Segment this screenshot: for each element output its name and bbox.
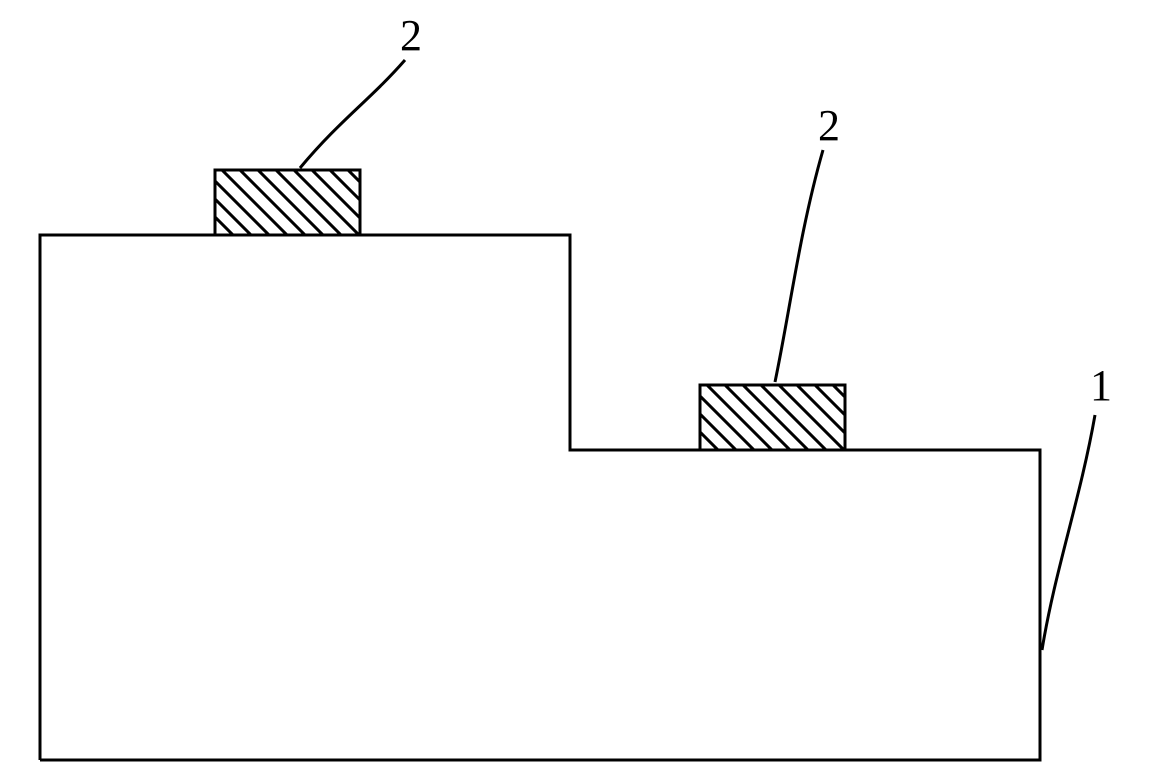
callout-label: 1 (1090, 361, 1112, 410)
substrate-outline (40, 235, 1040, 760)
hatched-block (650, 184, 895, 663)
cross-section-diagram: 2 2 1 (0, 0, 1160, 768)
leader-line (1042, 415, 1095, 650)
hatched-block (165, 0, 410, 448)
callout-label: 2 (400, 11, 422, 60)
leader-line (300, 60, 405, 168)
callout-label: 2 (818, 101, 840, 150)
leader-line (775, 150, 823, 382)
